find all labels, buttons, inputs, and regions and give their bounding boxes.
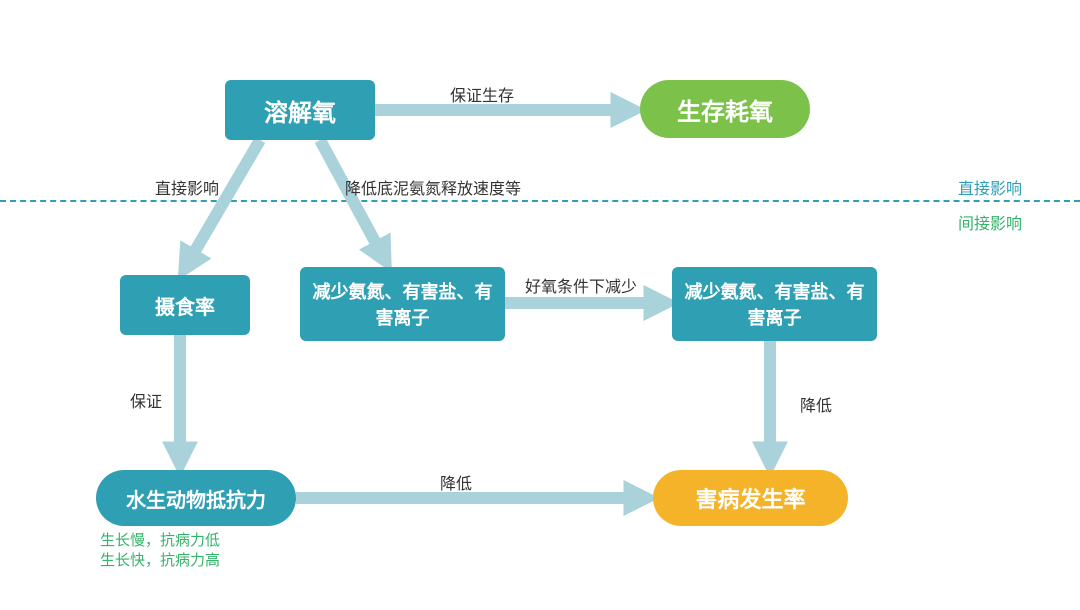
edge-label-resistance-to-disease: 降低 bbox=[440, 470, 472, 494]
note-resistance-2: 生长快，抗病力高 bbox=[100, 550, 220, 571]
node-label: 水生动物抵抗力 bbox=[126, 484, 266, 513]
node-label: 减少氨氮、有害盐、有害离子 bbox=[684, 278, 865, 330]
edge-label-feeding-to-resistance: 保证 bbox=[130, 388, 162, 412]
legend-direct: 直接影响 bbox=[958, 175, 1022, 199]
edge-label-reduce1-to-reduce2: 好氧条件下减少 bbox=[525, 273, 637, 297]
node-label: 减少氨氮、有害盐、有害离子 bbox=[312, 278, 493, 330]
node-feeding-rate: 摄食率 bbox=[120, 275, 250, 335]
node-label: 生存耗氧 bbox=[677, 92, 773, 127]
node-label: 摄食率 bbox=[155, 291, 215, 320]
node-disease-rate: 害病发生率 bbox=[653, 470, 848, 526]
arrow-do_to_feeding bbox=[185, 140, 260, 268]
node-resistance: 水生动物抵抗力 bbox=[96, 470, 296, 526]
node-dissolved-oxygen: 溶解氧 bbox=[225, 80, 375, 140]
edge-label-reduce2-to-disease: 降低 bbox=[800, 392, 832, 416]
note-resistance-1: 生长慢，抗病力低 bbox=[100, 530, 220, 551]
node-label: 溶解氧 bbox=[264, 93, 336, 128]
edge-label-do-to-survival: 保证生存 bbox=[450, 82, 514, 106]
divider-line bbox=[0, 200, 1080, 202]
node-survival-oxygen: 生存耗氧 bbox=[640, 80, 810, 138]
edge-label-do-to-reduce1: 降低底泥氨氮释放速度等 bbox=[345, 175, 521, 199]
node-reduce-harmful-1: 减少氨氮、有害盐、有害离子 bbox=[300, 267, 505, 341]
legend-indirect: 间接影响 bbox=[958, 210, 1022, 234]
edge-label-do-to-feeding: 直接影响 bbox=[155, 175, 219, 199]
node-reduce-harmful-2: 减少氨氮、有害盐、有害离子 bbox=[672, 267, 877, 341]
node-label: 害病发生率 bbox=[695, 482, 805, 514]
